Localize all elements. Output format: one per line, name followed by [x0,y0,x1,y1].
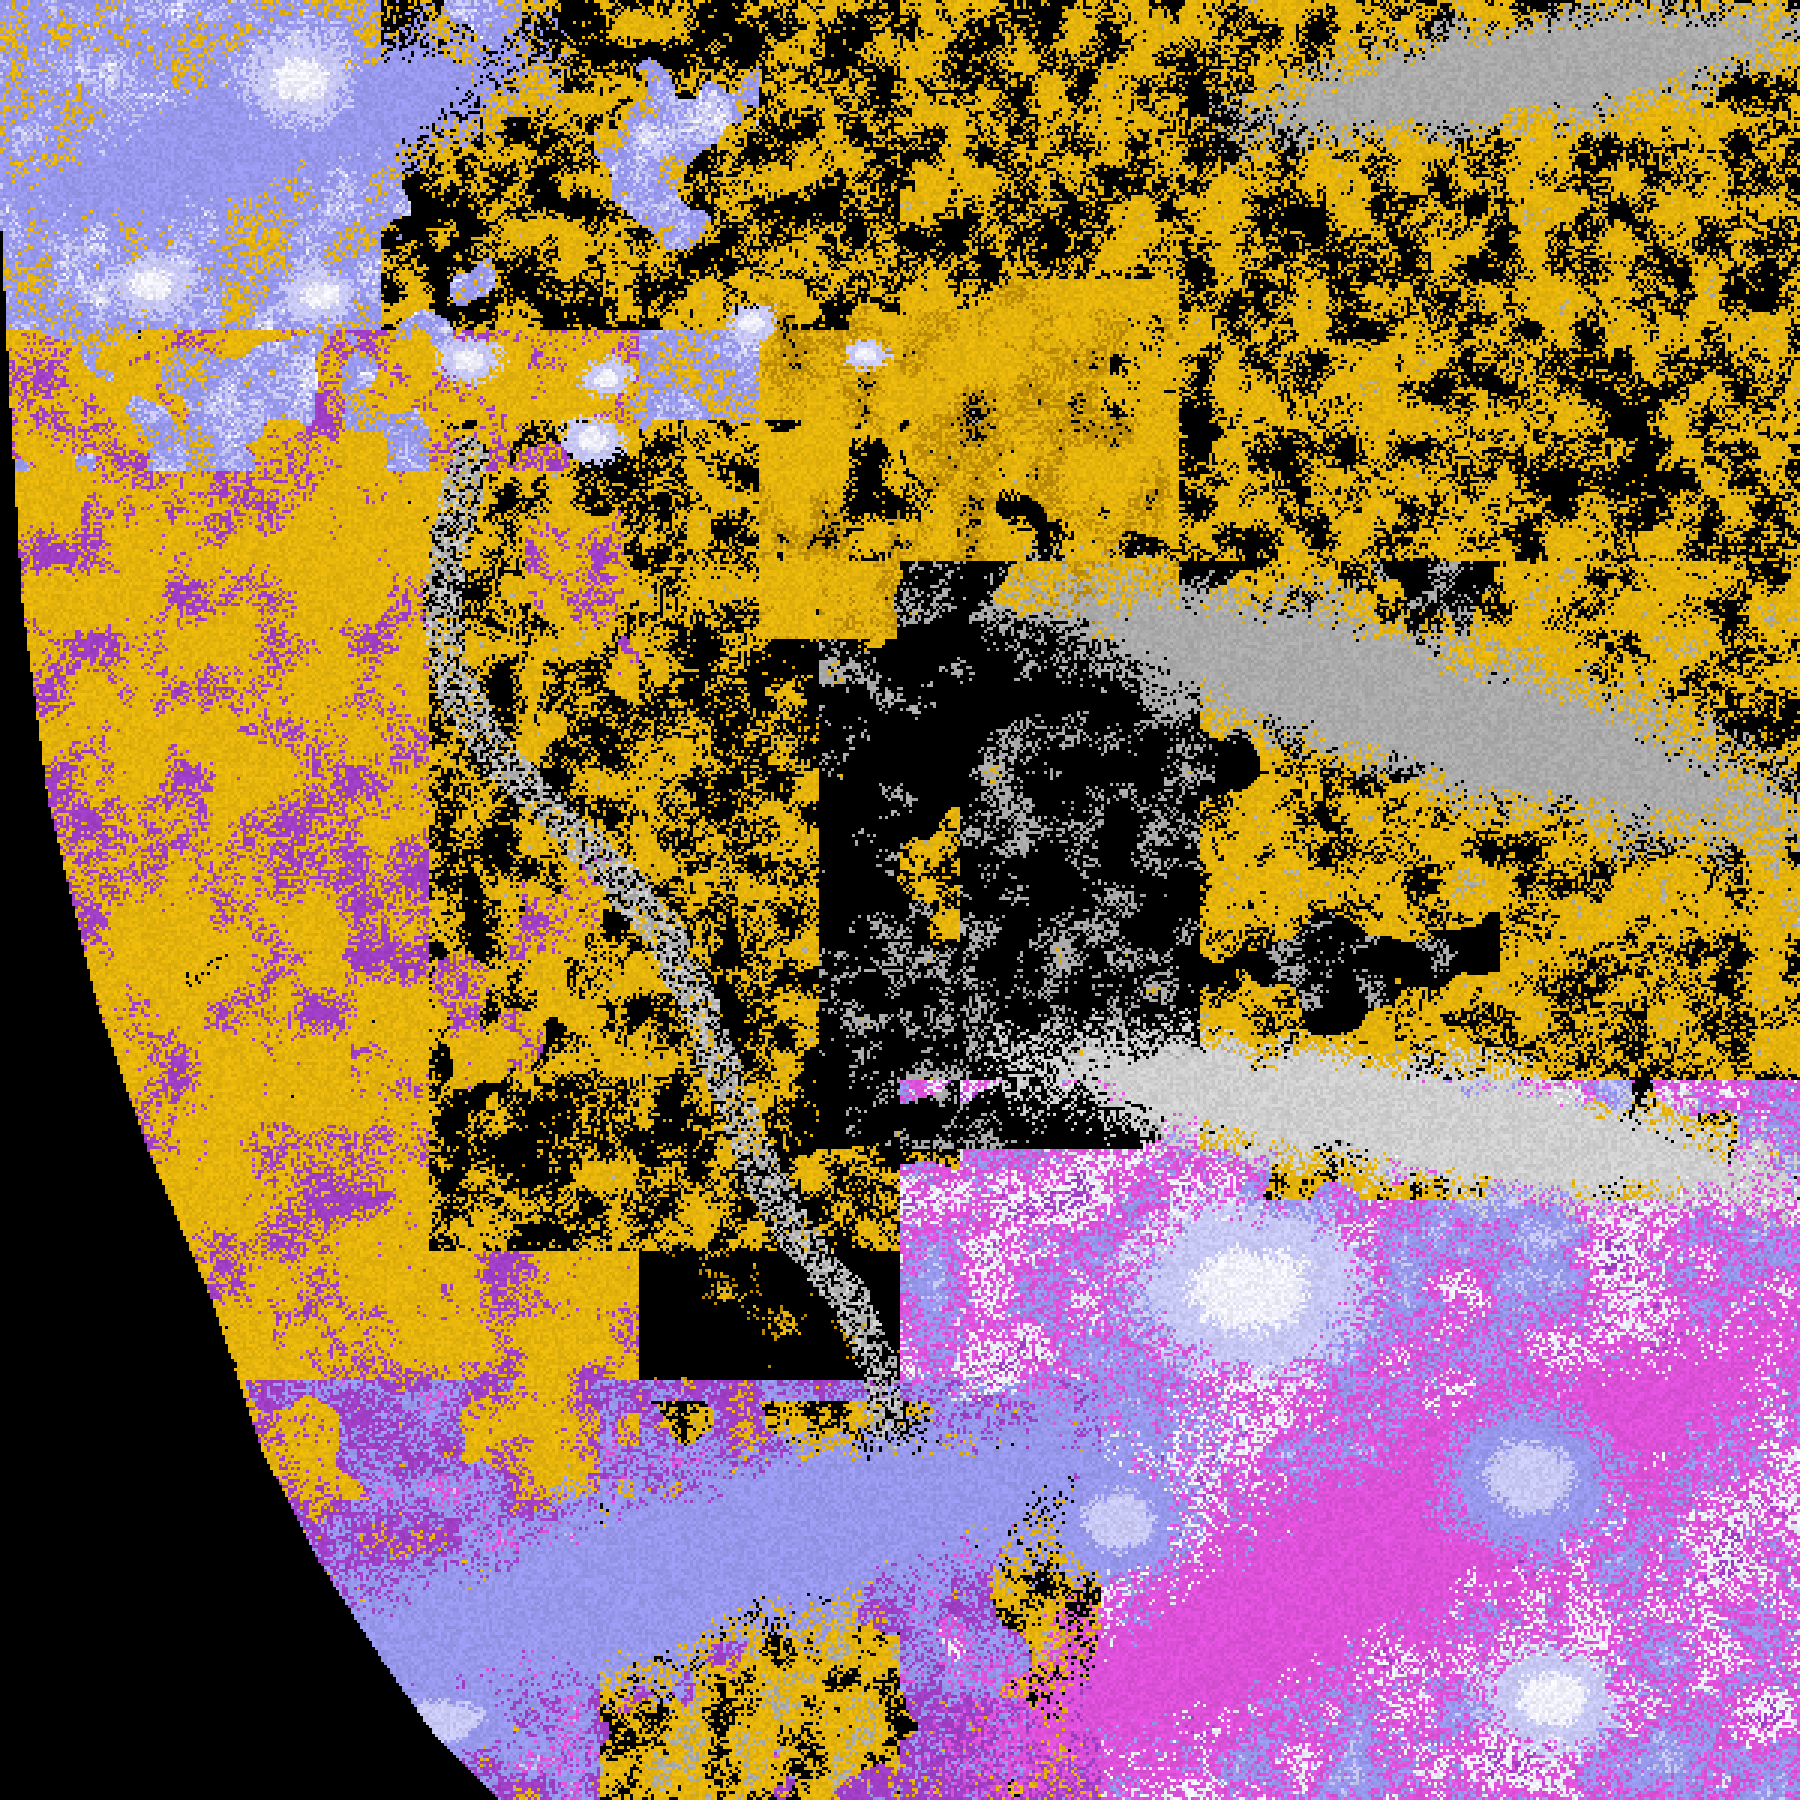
false-color-raster-canvas [0,0,1800,1800]
satellite-image-scene: False-Color Satellite Land/Cloud Classif… [0,0,1800,1800]
